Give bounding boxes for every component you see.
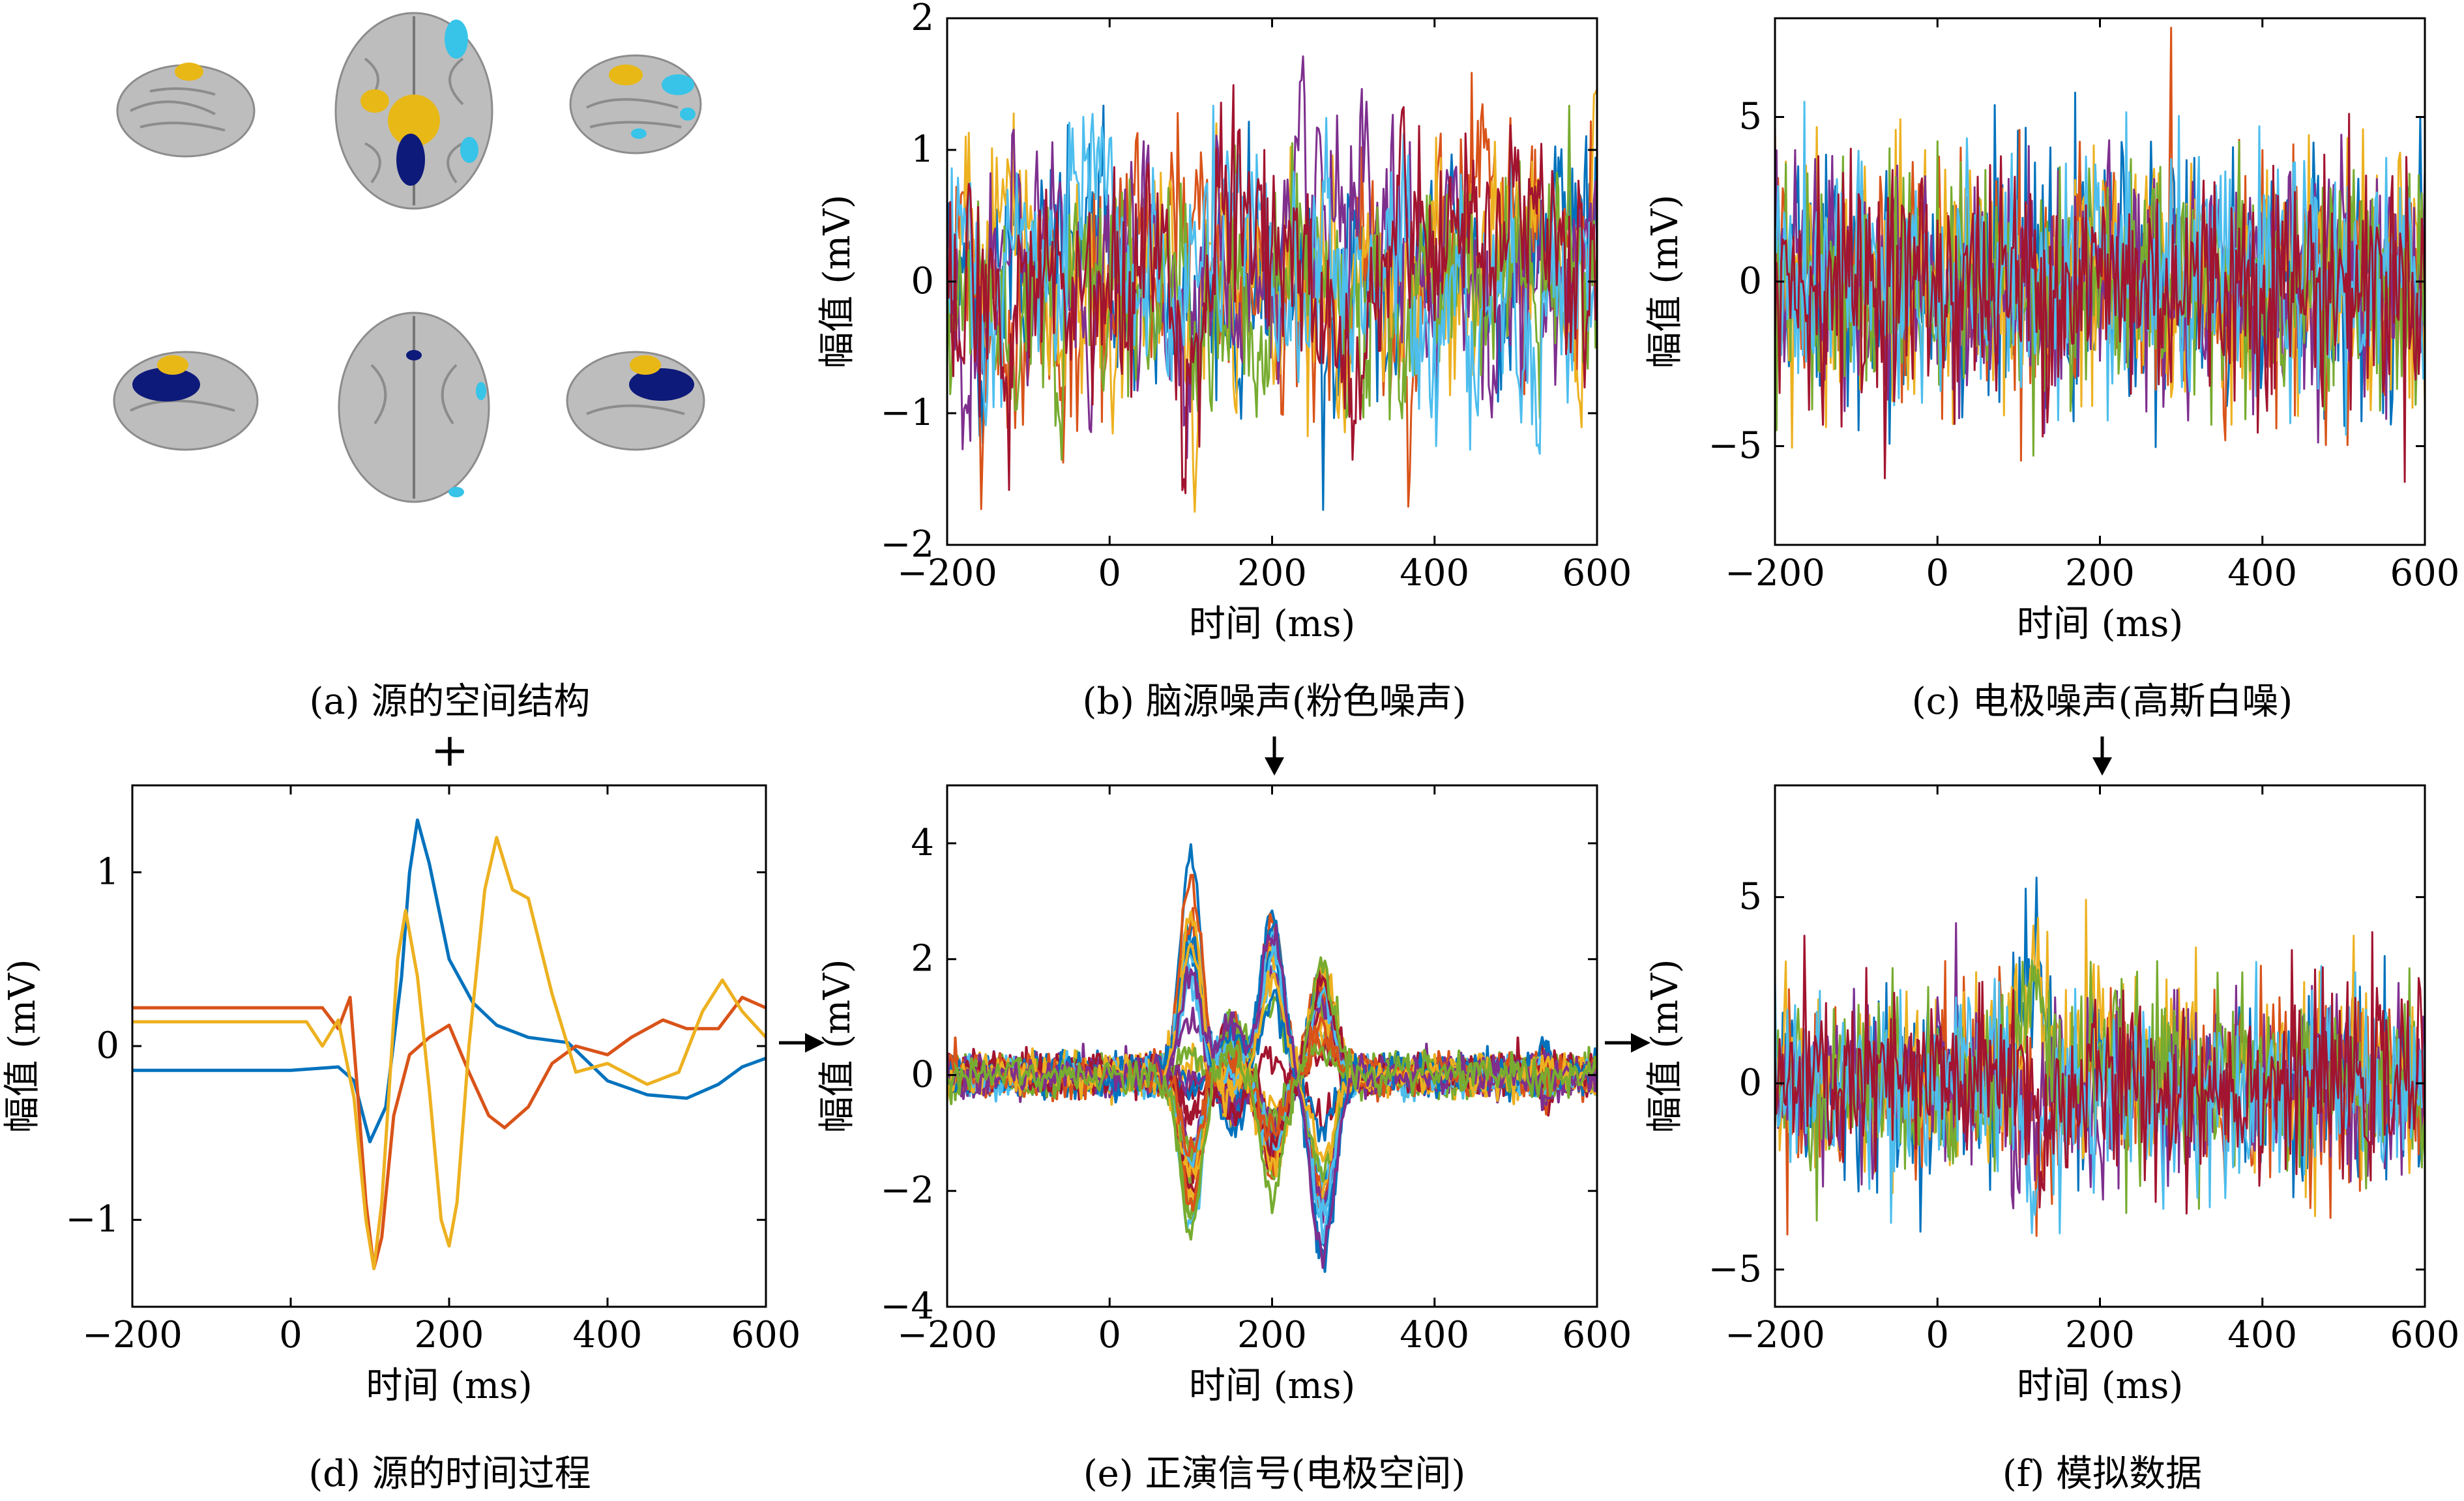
plot-lines	[1775, 877, 2425, 1237]
x-axis-label: 时间 (ms)	[2017, 1365, 2183, 1407]
y-tick-label: −5	[1708, 1248, 1762, 1290]
y-tick-label: −2	[880, 1169, 934, 1212]
x-tick-label: 600	[1562, 1314, 1632, 1356]
x-tick-label: 400	[1400, 1314, 1469, 1356]
y-tick-label: 4	[911, 822, 934, 864]
x-tick-label: −200	[1725, 552, 1825, 594]
y-tick-label: 0	[911, 1053, 934, 1096]
plot-frame	[946, 784, 1598, 1308]
caption-a: (a) 源的空间结构	[310, 680, 591, 723]
x-tick-label: −200	[82, 1314, 183, 1356]
series-line	[947, 924, 1597, 1269]
x-tick-label: 200	[1237, 1314, 1307, 1356]
y-axis-label: 幅值 (mV)	[1644, 959, 1686, 1133]
x-tick-label: 0	[279, 1314, 302, 1356]
panel-c-electrode-noise-plot: −200 0 200 400 600 −5 0 5 时间 (ms) 幅值 (mV)	[1644, 17, 2460, 645]
series-line	[132, 818, 766, 1144]
x-axis-label: 时间 (ms)	[2017, 603, 2183, 645]
brain-ventral-bottom	[338, 312, 490, 503]
plot-lines	[947, 55, 1597, 513]
brain-dorsal-top	[334, 12, 493, 210]
brain-medial-left-bottom	[113, 351, 259, 451]
plot-frame	[131, 784, 767, 1308]
x-tick-label: −200	[1725, 1314, 1825, 1356]
panel-f-simulated-data-plot: −200 0 200 400 600 −5 0 5 时间 (ms) 幅值 (mV)	[1644, 784, 2460, 1407]
caption-b: (b) 脑源噪声(粉色噪声)	[1082, 680, 1466, 723]
x-tick-label: −200	[897, 1314, 997, 1356]
x-tick-label: 600	[731, 1314, 801, 1356]
right-arrow-icon	[779, 1033, 825, 1053]
panel-b-brain-noise-plot: −200 0 200 400 600 −2 −1 0 1 2 时间 (ms) 幅值 (mV)	[816, 0, 1632, 645]
x-tick-label: 600	[1562, 552, 1632, 594]
y-tick-label: 0	[911, 260, 934, 302]
panel-d-source-time-course-plot: −200 0 200 400 600 −1 0 1 时间 (ms) 幅值 (mV)	[1, 784, 801, 1407]
series-line	[132, 995, 766, 1270]
y-tick-label: −4	[880, 1285, 934, 1328]
y-tick-label: 1	[911, 128, 934, 171]
series-line	[947, 84, 1597, 495]
y-axis-label: 幅值 (mV)	[1, 959, 44, 1133]
caption-f: (f) 模拟数据	[2002, 1453, 2202, 1495]
x-tick-label: 0	[1926, 1314, 1949, 1356]
y-axis-label: 幅值 (mV)	[816, 959, 858, 1133]
x-axis-label: 时间 (ms)	[366, 1365, 532, 1407]
x-tick-label: 600	[2390, 1314, 2460, 1356]
y-tick-label: −1	[880, 392, 934, 434]
y-tick-label: 0	[96, 1025, 119, 1067]
down-arrow-icon	[2092, 736, 2112, 776]
plus-connector: +	[431, 723, 469, 777]
y-tick-label: 5	[1738, 96, 1762, 138]
series-line	[947, 89, 1597, 513]
x-tick-label: 400	[2227, 1314, 2297, 1356]
x-tick-label: 200	[2065, 552, 2135, 594]
x-tick-label: 0	[1926, 552, 1949, 594]
x-tick-label: 0	[1098, 1314, 1121, 1356]
x-axis-label: 时间 (ms)	[1189, 1365, 1355, 1407]
x-axis-label: 时间 (ms)	[1189, 603, 1355, 645]
brain-lateral-left-top	[116, 63, 256, 158]
plot-lines	[132, 818, 766, 1270]
x-tick-label: 200	[415, 1314, 484, 1356]
y-tick-label: −2	[880, 523, 934, 566]
brain-lateral-right-top	[569, 54, 702, 154]
down-arrow-icon	[1265, 736, 1284, 776]
x-tick-label: 400	[2227, 552, 2297, 594]
brain-medial-right-bottom	[566, 351, 705, 451]
x-tick-label: 0	[1098, 552, 1121, 594]
x-tick-label: 200	[2065, 1314, 2135, 1356]
y-tick-label: −5	[1708, 425, 1762, 467]
y-axis-label: 幅值 (mV)	[816, 194, 858, 368]
caption-e: (e) 正演信号(电极空间)	[1083, 1453, 1465, 1495]
x-tick-label: −200	[897, 552, 997, 594]
y-tick-label: 1	[96, 851, 119, 893]
x-tick-label: 400	[573, 1314, 643, 1356]
y-tick-label: −1	[65, 1199, 119, 1241]
series-line	[1775, 113, 2425, 483]
series-line	[132, 836, 766, 1270]
x-tick-label: 600	[2390, 552, 2460, 594]
panel-e-forward-signal-plot: −200 0 200 400 600 −4 −2 0 2 4 时间 (ms) 幅值 (mV)	[816, 784, 1632, 1407]
caption-d: (d) 源的时间过程	[308, 1453, 591, 1495]
y-axis-label: 幅值 (mV)	[1644, 194, 1686, 368]
panel-a-brain-views	[113, 12, 705, 503]
y-tick-label: 2	[911, 938, 934, 980]
y-tick-label: 2	[911, 0, 934, 39]
plot-lines	[947, 843, 1597, 1273]
y-tick-label: 0	[1738, 1062, 1762, 1104]
series-line	[1775, 931, 2425, 1215]
x-tick-label: 200	[1237, 552, 1307, 594]
y-tick-label: 0	[1738, 260, 1762, 302]
x-tick-label: 400	[1400, 552, 1469, 594]
caption-c: (c) 电极噪声(高斯白噪)	[1912, 680, 2293, 723]
plot-lines	[1775, 27, 2425, 483]
series-line	[947, 104, 1597, 455]
series-line	[1775, 100, 2425, 436]
y-tick-label: 5	[1738, 875, 1762, 918]
right-arrow-icon	[1605, 1033, 1650, 1053]
series-line	[947, 956, 1597, 1241]
